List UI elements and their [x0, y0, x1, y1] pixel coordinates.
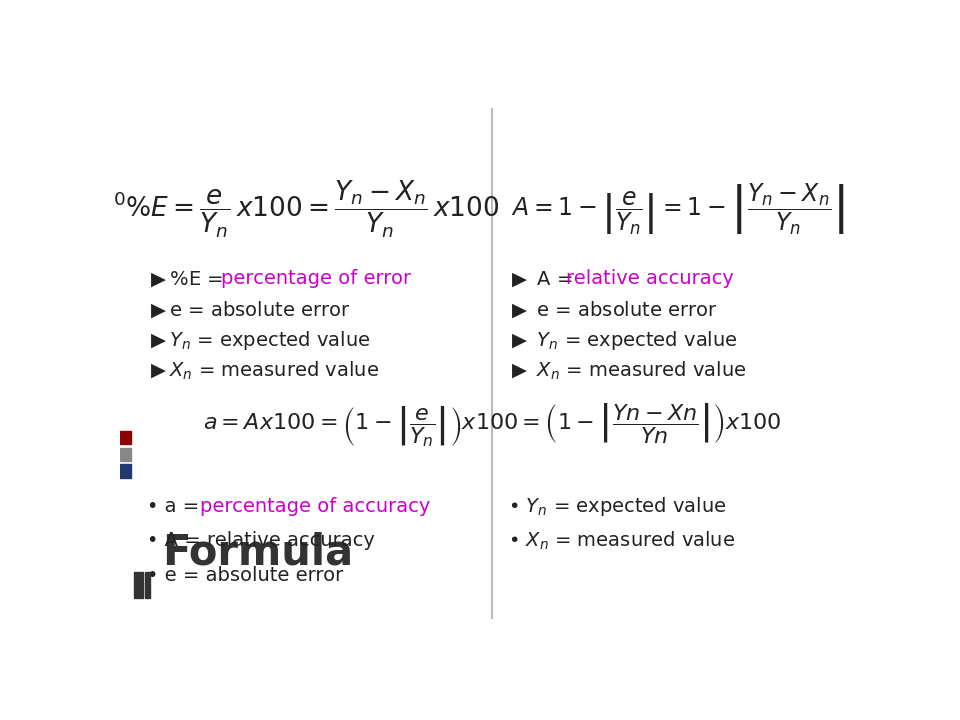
Text: $a = Ax100 = \left(1 - \left|\dfrac{e}{Y_n}\right|\right)x100 = \left(1 - \left|: $a = Ax100 = \left(1 - \left|\dfrac{e}{Y…: [203, 401, 781, 449]
Text: ${}^{0}\%E = \dfrac{e}{Y_n}\, x100 = \dfrac{Y_n - X_n}{Y_n}\, x100$: ${}^{0}\%E = \dfrac{e}{Y_n}\, x100 = \df…: [112, 179, 499, 240]
Text: Formula: Formula: [162, 531, 353, 573]
Text: $\blacktriangleright$%E =: $\blacktriangleright$%E =: [147, 269, 225, 289]
Text: • $X_n$ = measured value: • $X_n$ = measured value: [508, 529, 734, 552]
Text: percentage of accuracy: percentage of accuracy: [200, 497, 430, 516]
Text: $\blacktriangleright$ A =: $\blacktriangleright$ A =: [508, 269, 574, 289]
Text: $\blacktriangleright$ $X_n$ = measured value: $\blacktriangleright$ $X_n$ = measured v…: [508, 360, 746, 382]
Text: percentage of error: percentage of error: [221, 269, 411, 289]
Bar: [120, 464, 131, 478]
Text: • A = relative accuracy: • A = relative accuracy: [147, 531, 375, 550]
Bar: [145, 572, 150, 598]
Text: $\blacktriangleright$ $Y_n$ = expected value: $\blacktriangleright$ $Y_n$ = expected v…: [508, 329, 737, 352]
Text: $A = 1 - \left|\dfrac{e}{Y_n}\right| = 1 - \left|\dfrac{Y_n - X_n}{Y_n}\right|$: $A = 1 - \left|\dfrac{e}{Y_n}\right| = 1…: [512, 181, 845, 238]
Text: • $Y_n$ = expected value: • $Y_n$ = expected value: [508, 495, 726, 518]
Text: relative accuracy: relative accuracy: [565, 269, 733, 289]
Text: $\blacktriangleright$ e = absolute error: $\blacktriangleright$ e = absolute error: [508, 300, 717, 320]
Bar: [134, 572, 143, 598]
Text: $\blacktriangleright X_n$ = measured value: $\blacktriangleright X_n$ = measured val…: [147, 360, 379, 382]
Text: • a =: • a =: [147, 497, 205, 516]
Text: $\blacktriangleright Y_n$ = expected value: $\blacktriangleright Y_n$ = expected val…: [147, 329, 371, 352]
Text: $\blacktriangleright$e = absolute error: $\blacktriangleright$e = absolute error: [147, 300, 350, 320]
Bar: [120, 431, 131, 444]
Text: • e = absolute error: • e = absolute error: [147, 566, 344, 585]
Bar: [120, 448, 131, 462]
